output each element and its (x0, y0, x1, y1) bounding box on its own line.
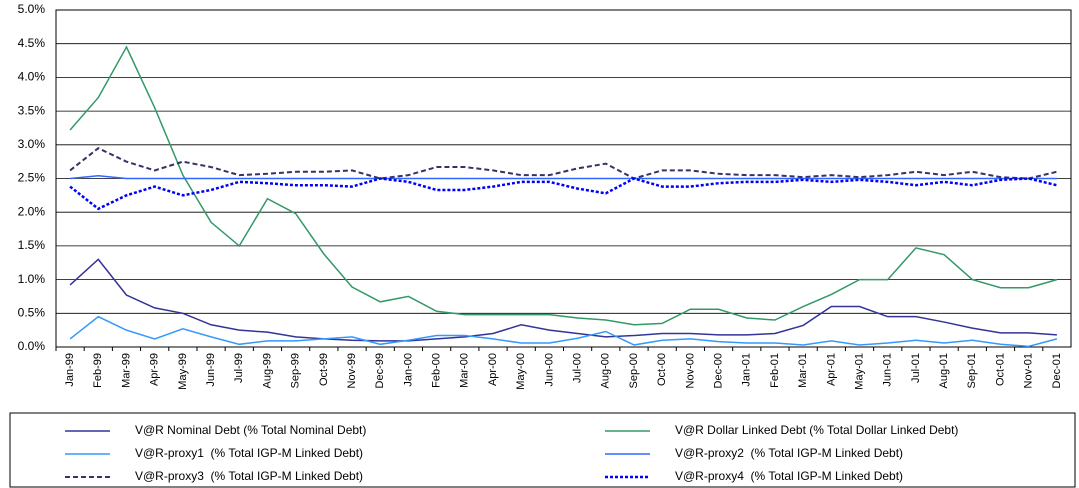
x-tick-label: Mar-00 (459, 353, 471, 388)
x-tick-label: Mar-01 (797, 353, 809, 388)
x-tick-label: Apr-99 (149, 353, 161, 386)
series-line (69, 258, 1057, 342)
x-tick-label: May-01 (853, 353, 865, 390)
x-tick-label: May-00 (515, 353, 527, 390)
x-tick-label: Jul-00 (572, 353, 584, 383)
x-tick-label: Sep-99 (290, 353, 302, 388)
legend-label: V@R-proxy4 (% Total IGP-M Linked Debt) (675, 469, 903, 483)
legend-label: V@R Dollar Linked Debt (% Total Dollar L… (675, 423, 958, 437)
x-tick-label: Mar-99 (120, 353, 132, 388)
x-tick-label: Jan-01 (741, 353, 753, 387)
legend-label: V@R-proxy1 (% Total IGP-M Linked Debt) (135, 446, 363, 460)
x-tick-label: Oct-01 (994, 353, 1006, 386)
series-line (69, 45, 1058, 326)
x-tick-label: Jan-99 (64, 353, 76, 387)
x-tick-label: Dec-99 (374, 353, 386, 388)
legend-label: V@R Nominal Debt (% Total Nominal Debt) (135, 423, 366, 437)
x-tick-label: Nov-99 (346, 353, 358, 388)
x-tick-label: Oct-99 (318, 353, 330, 386)
y-tick-label: 2.0% (18, 204, 46, 218)
y-tick-label: 0.0% (18, 339, 46, 353)
x-tick-label: Dec-01 (1051, 353, 1063, 388)
series-line (69, 177, 1058, 211)
legend-label: V@R-proxy2 (% Total IGP-M Linked Debt) (675, 446, 903, 460)
x-tick-label: Feb-01 (769, 353, 781, 388)
y-tick-label: 1.5% (18, 238, 46, 252)
x-tick-label: Sep-01 (966, 353, 978, 388)
y-tick-label: 3.0% (18, 137, 46, 151)
x-tick-label: Aug-99 (261, 353, 273, 388)
x-tick-label: Dec-00 (712, 353, 724, 388)
x-tick-label: Jun-00 (543, 353, 555, 387)
y-tick-label: 5.0% (18, 2, 46, 16)
series-line (69, 146, 1058, 180)
y-tick-label: 1.0% (18, 272, 46, 286)
x-tick-label: Jul-99 (233, 353, 245, 383)
x-tick-label: Feb-99 (92, 353, 104, 388)
x-tick-label: Aug-01 (938, 353, 950, 388)
x-tick-label: Jun-99 (205, 353, 217, 387)
x-tick-label: Aug-00 (600, 353, 612, 388)
x-tick-label: May-99 (177, 353, 189, 390)
legend-label: V@R-proxy3 (% Total IGP-M Linked Debt) (135, 469, 363, 483)
series-line (70, 175, 1057, 180)
x-tick-label: Nov-00 (684, 353, 696, 388)
x-tick-label: Jun-01 (882, 353, 894, 387)
x-tick-label: Apr-00 (487, 353, 499, 386)
x-tick-label: Jan-00 (402, 353, 414, 387)
y-tick-label: 2.5% (18, 171, 46, 185)
x-tick-label: Sep-00 (628, 353, 640, 388)
legend-box (9, 412, 1076, 488)
series-line (69, 315, 1058, 348)
x-tick-label: Oct-00 (656, 353, 668, 386)
x-tick-label: Jul-01 (910, 353, 922, 383)
x-tick-label: Nov-01 (1023, 353, 1035, 388)
x-tick-label: Apr-01 (825, 353, 837, 386)
x-tick-label: Feb-00 (431, 353, 443, 388)
y-tick-label: 4.0% (18, 70, 46, 84)
y-tick-label: 3.5% (18, 103, 46, 117)
y-tick-label: 0.5% (18, 305, 46, 319)
y-tick-label: 4.5% (18, 36, 46, 50)
